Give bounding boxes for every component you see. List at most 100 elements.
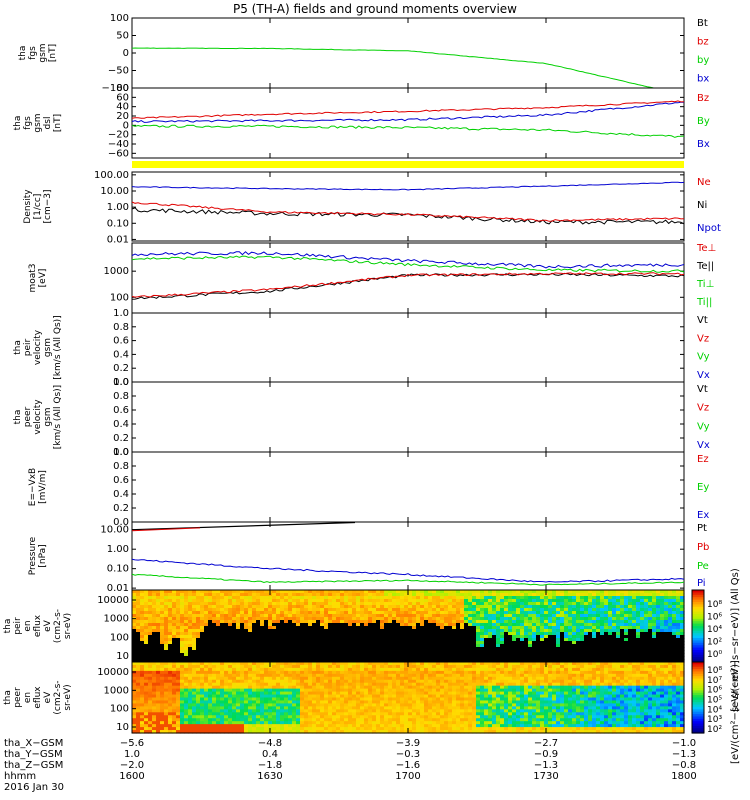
ylabel-line: tha [13, 340, 23, 355]
spectrogram-cell [204, 632, 209, 636]
quality-flag-bar [132, 161, 684, 168]
spectrogram-cell [304, 599, 309, 603]
spectrogram-cell [316, 670, 321, 675]
spectrogram-cell [160, 605, 165, 609]
spectrogram-cell [372, 656, 377, 660]
spectrogram-cell [188, 694, 193, 699]
spectrogram-cell [288, 617, 293, 621]
spectrogram-cell [136, 650, 141, 654]
spectrogram-cell [456, 629, 461, 633]
spectrogram-cell [392, 629, 397, 633]
spectrogram-cell [504, 659, 509, 663]
spectrogram-cell [512, 620, 517, 624]
spectrogram-cell [584, 611, 589, 615]
spectrogram-cell [532, 650, 537, 654]
spectrogram-cell [216, 718, 221, 722]
spectrogram-cell [612, 605, 617, 609]
spectrogram-cell [272, 715, 277, 719]
spectrogram-cell [132, 599, 137, 603]
spectrogram-cell [204, 694, 209, 699]
spectrogram-cell [252, 697, 257, 702]
spectrogram-cell [456, 635, 461, 639]
spectrogram-cell [344, 602, 349, 606]
spectrogram-cell [500, 641, 505, 645]
spectrogram-cell [668, 611, 673, 615]
spectrogram-cell [220, 691, 225, 696]
spectrogram-cell [144, 644, 149, 648]
spectrogram-cell [288, 667, 293, 672]
spectrogram-cell [336, 611, 341, 615]
spectrogram-cell [344, 599, 349, 603]
spectrogram-cell [216, 605, 221, 609]
spectrogram-cell [244, 685, 249, 690]
spectrogram-cell [320, 650, 325, 654]
spectrogram-cell [252, 593, 257, 597]
spectrogram-cell [636, 626, 641, 630]
y-tick-label: 10.00 [100, 525, 129, 536]
spectrogram-cell [584, 623, 589, 627]
spectrogram-cell [308, 691, 313, 696]
spectrogram-cell [240, 644, 245, 648]
spectrogram-cell [484, 602, 489, 606]
spectrogram-cell [672, 614, 677, 618]
spectrogram-cell [588, 632, 593, 636]
spectrogram-cell [156, 673, 161, 678]
panel-frame [131, 17, 685, 89]
spectrogram-cell [412, 659, 417, 663]
spectrogram-cell [440, 602, 445, 606]
spectrogram-cell [164, 650, 169, 654]
spectrogram-cell [300, 676, 305, 681]
spectrogram-cell [304, 596, 309, 600]
spectrogram-cell [424, 650, 429, 654]
spectrogram-cell [396, 620, 401, 624]
spectrogram-cell [544, 641, 549, 645]
spectrogram-cell [220, 709, 225, 713]
spectrogram-cell [516, 608, 521, 612]
spectrogram-cell [648, 653, 653, 657]
spectrogram-cell [148, 727, 153, 731]
spectrogram-cell [276, 688, 281, 693]
spectrogram-cell [204, 706, 209, 710]
spectrogram-cell [188, 608, 193, 612]
spectrogram-cell [304, 712, 309, 716]
spectrogram-cell [308, 712, 313, 716]
spectrogram-cell [340, 605, 345, 609]
spectrogram-cell [608, 608, 613, 612]
spectrogram-cell [476, 599, 481, 603]
spectrogram-cell [268, 715, 273, 719]
spectrogram-cell [520, 659, 525, 663]
spectrogram-cell [208, 724, 213, 728]
spectrogram-cell [504, 647, 509, 651]
spectrogram-cell [676, 605, 681, 609]
spectrogram-cell [516, 632, 521, 636]
spectrogram-cell [192, 688, 197, 693]
spectrogram-cell [308, 703, 313, 707]
spectrogram-cell [420, 647, 425, 651]
spectrogram-cell [680, 650, 685, 654]
spectrogram-cell [508, 632, 513, 636]
spectrogram-cell [272, 667, 277, 672]
spectrogram-cell [288, 602, 293, 606]
spectrogram-cell [532, 599, 537, 603]
spectrogram-cell [432, 626, 437, 630]
spectrogram-cell [484, 656, 489, 660]
spectrogram-cell [144, 650, 149, 654]
spectrogram-cell [368, 635, 373, 639]
spectrogram-cell [412, 647, 417, 651]
spectrogram-cell [364, 650, 369, 654]
spectrogram-cell [592, 593, 597, 597]
spectrogram-cell [620, 596, 625, 600]
spectrogram-cell [612, 617, 617, 621]
spectrogram-cell [272, 617, 277, 621]
spectrogram-cell [344, 703, 349, 707]
spectrogram-cell [152, 727, 157, 731]
spectrogram-cell [260, 593, 265, 597]
spectrogram-cell [180, 623, 185, 627]
spectrogram-cell [264, 641, 269, 645]
spectrogram-cell [228, 617, 233, 621]
spectrogram-cell [260, 629, 265, 633]
spectrogram-cell [336, 632, 341, 636]
spectrogram-cell [512, 659, 517, 663]
spectrogram-cell [480, 644, 485, 648]
spectrogram-cell [332, 718, 337, 722]
